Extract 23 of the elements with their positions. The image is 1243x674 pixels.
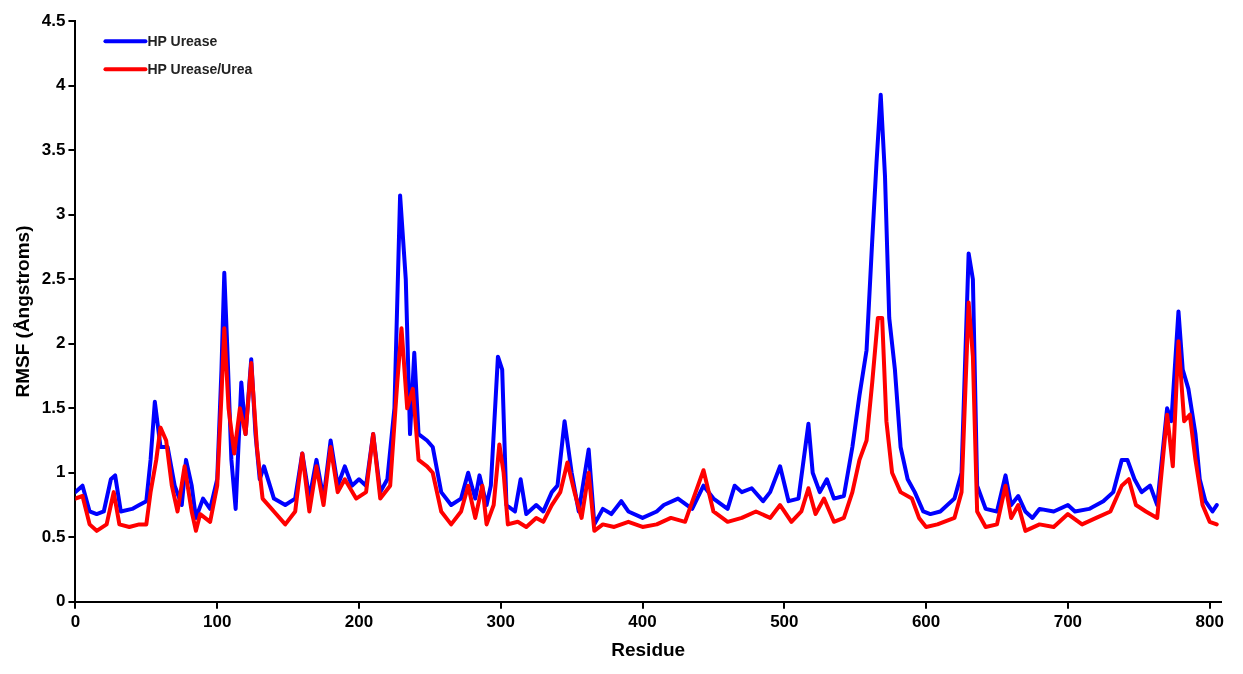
x-tick-label: 700 [1053,611,1083,631]
y-tick-label: 1.5 [41,397,66,417]
y-tick-label: 4.5 [41,10,66,30]
x-tick-label: 500 [770,611,799,631]
x-tick-label: 600 [911,611,941,631]
y-tick-label: 2.5 [41,268,66,288]
y-tick-label: 2 [55,333,66,353]
x-tick-label: 300 [486,611,515,631]
legend-label: HP Urease/Urea [147,61,253,78]
y-tick-label: 3 [55,204,66,224]
x-tick-label: 200 [344,611,374,631]
x-tick-label: 400 [628,611,657,631]
y-tick-label: 0.5 [41,526,66,546]
y-axis-title: RMSF (Ångstroms) [11,225,33,398]
y-tick-label: 0 [55,591,66,611]
y-tick-label: 3.5 [41,139,66,159]
y-tick-label: 1 [55,462,66,482]
x-tick-label: 800 [1195,611,1224,631]
x-axis-title: Residue [611,638,686,660]
x-tick-label: 0 [70,611,81,631]
x-tick-label: 100 [203,611,232,631]
legend-label: HP Urease [147,33,218,50]
y-tick-label: 4 [55,75,66,95]
